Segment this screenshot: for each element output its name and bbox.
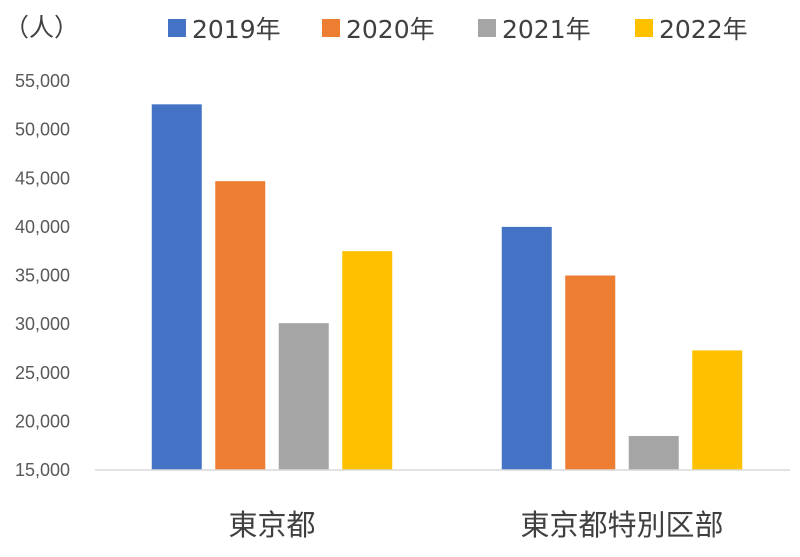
bar-2-2 [565,275,616,470]
y-tick-label: 45,000 [15,168,70,188]
bar-2-1 [215,181,266,471]
x-category-label: 東京都特別区部 [520,508,723,542]
bar-1-2 [501,226,552,470]
y-tick-label: 30,000 [15,314,70,334]
y-unit-label: （人） [4,13,79,42]
legend-swatch [168,19,186,37]
legend-swatch [322,19,340,37]
y-tick-label: 25,000 [15,363,70,383]
legend-item: 2020年 [322,15,435,44]
y-tick-label: 35,000 [15,266,70,286]
legend-item: 2022年 [635,15,748,44]
bar-3-2 [628,435,679,470]
legend-swatch [478,19,496,37]
legend-swatch [635,19,653,37]
legend-item: 2021年 [478,15,591,44]
bar-1-1 [151,104,202,470]
legend: 2019年 2020年 2021年 2022年 [168,15,748,44]
bar-3-1 [278,323,329,470]
y-axis-ticks: 15,000 20,000 25,000 30,000 35,000 40,000 45,0… [15,71,70,480]
y-tick-label: 15,000 [15,460,70,480]
y-tick-label: 50,000 [15,120,70,140]
bar-4-2 [692,350,743,470]
bar-4-1 [342,251,393,470]
legend-label: 2019年 [192,15,281,44]
legend-label: 2021年 [502,15,591,44]
x-axis-categories: 東京都 東京都特別区部 [228,508,723,542]
y-tick-label: 20,000 [15,411,70,431]
y-tick-label: 55,000 [15,71,70,91]
legend-label: 2020年 [346,15,435,44]
legend-label: 2022年 [659,15,748,44]
x-category-label: 東京都 [228,508,315,542]
bar-series [151,104,743,471]
y-tick-label: 40,000 [15,217,70,237]
legend-item: 2019年 [168,15,281,44]
